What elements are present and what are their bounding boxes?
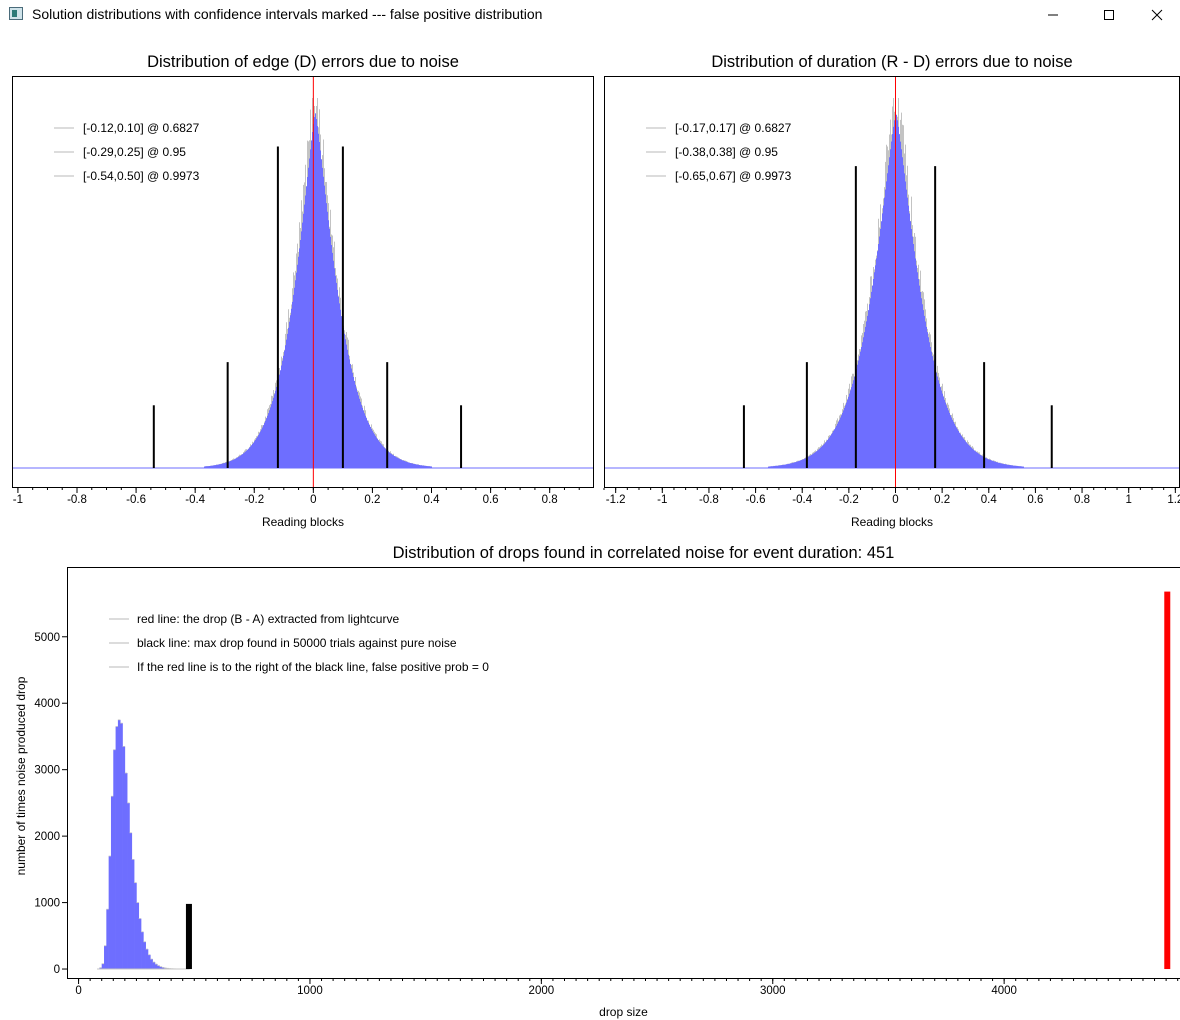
x-tick-label: -1.2 bbox=[606, 494, 626, 506]
histogram-bar bbox=[124, 773, 128, 970]
legend-entry: red line: the drop (B - A) extracted fro… bbox=[137, 612, 399, 626]
histogram-bar bbox=[99, 967, 103, 970]
histogram-bar bbox=[161, 967, 165, 970]
legend-entry: [-0.38,0.38] @ 0.95 bbox=[675, 145, 778, 159]
histogram-bar bbox=[157, 965, 160, 970]
histogram-bar bbox=[147, 954, 151, 970]
x-tick-label: 0.8 bbox=[542, 494, 558, 506]
histogram-bar bbox=[154, 964, 158, 970]
histogram-bar bbox=[106, 909, 109, 970]
chart-title: Distribution of duration (R - D) errors … bbox=[711, 53, 1072, 71]
histogram-bar bbox=[101, 963, 105, 970]
legend-entry: black line: max drop found in 50000 tria… bbox=[137, 636, 457, 650]
x-tick-label: 0 bbox=[75, 985, 81, 997]
y-axis-label: number of times noise produced drop bbox=[14, 676, 28, 875]
title-bar: Solution distributions with confidence i… bbox=[0, 0, 1180, 30]
histogram-bar bbox=[110, 796, 114, 970]
histogram-bar bbox=[150, 959, 153, 970]
histogram-bar bbox=[113, 749, 116, 970]
legend-entry: [-0.29,0.25] @ 0.95 bbox=[83, 145, 186, 159]
x-tick-label: -0.2 bbox=[244, 494, 264, 506]
histogram-bar bbox=[134, 882, 137, 970]
x-tick-label: 0.6 bbox=[1027, 494, 1043, 506]
legend-entry: [-0.12,0.10] @ 0.6827 bbox=[83, 121, 200, 135]
x-tick-label: -1 bbox=[13, 494, 23, 506]
x-tick-label: -1 bbox=[657, 494, 667, 506]
x-tick-label: 0 bbox=[892, 494, 898, 506]
max-noise-drop-line bbox=[185, 903, 192, 970]
maximize-button[interactable] bbox=[1086, 0, 1132, 30]
histogram-bar bbox=[159, 966, 163, 970]
histogram-bar bbox=[117, 719, 121, 970]
x-tick-label: -0.6 bbox=[126, 494, 146, 506]
histogram-bar bbox=[104, 945, 107, 970]
x-axis-label: Reading blocks bbox=[851, 515, 933, 529]
x-tick-label: 0.6 bbox=[483, 494, 499, 506]
x-axis-label: Reading blocks bbox=[262, 515, 344, 529]
y-tick-label: 3000 bbox=[34, 765, 60, 777]
x-tick-label: 1 bbox=[1125, 494, 1131, 506]
chart-panel-drops: red line: the drop (B - A) extracted fro… bbox=[14, 544, 1180, 1019]
x-tick-label: -0.2 bbox=[839, 494, 859, 506]
x-tick-label: 0.4 bbox=[981, 494, 998, 506]
x-tick-label: -0.4 bbox=[185, 494, 205, 506]
close-button[interactable] bbox=[1134, 0, 1180, 30]
histogram-bar bbox=[164, 967, 167, 970]
histogram-bar bbox=[115, 726, 119, 970]
x-axis-label: drop size bbox=[599, 1005, 648, 1019]
y-tick-label: 1000 bbox=[34, 898, 60, 910]
x-tick-label: -0.8 bbox=[67, 494, 87, 506]
close-icon bbox=[1151, 9, 1163, 21]
x-tick-label: 0.4 bbox=[424, 494, 441, 506]
legend-entry: [-0.54,0.50] @ 0.9973 bbox=[83, 169, 200, 183]
y-tick-label: 2000 bbox=[34, 831, 60, 843]
histogram-bar bbox=[145, 949, 149, 970]
legend-entry: [-0.17,0.17] @ 0.6827 bbox=[675, 121, 792, 135]
histogram-bars bbox=[768, 114, 1024, 468]
plot-frame bbox=[67, 567, 1180, 979]
x-tick-label: 2000 bbox=[529, 985, 555, 997]
minimize-button[interactable] bbox=[1030, 0, 1076, 30]
x-tick-label: 0.2 bbox=[364, 494, 380, 506]
x-tick-label: -0.4 bbox=[792, 494, 812, 506]
chart-panel-0: [-0.12,0.10] @ 0.6827 [-0.29,0.25] @ 0.95… bbox=[12, 53, 594, 529]
x-tick-label: 0.2 bbox=[934, 494, 950, 506]
histogram-bar bbox=[152, 962, 156, 970]
histogram-bar bbox=[108, 856, 112, 970]
histogram-bar bbox=[127, 802, 130, 970]
histogram-bar bbox=[136, 902, 140, 970]
histogram-bar bbox=[138, 918, 142, 970]
x-tick-label: 3000 bbox=[760, 985, 786, 997]
chart-title: Distribution of drops found in correlate… bbox=[393, 544, 895, 562]
histogram-bar bbox=[129, 832, 133, 970]
extracted-drop-line bbox=[1164, 591, 1171, 970]
histogram-bar bbox=[143, 941, 146, 970]
x-tick-label: 4000 bbox=[991, 985, 1017, 997]
window-title: Solution distributions with confidence i… bbox=[32, 6, 543, 22]
x-tick-label: 1.2 bbox=[1167, 494, 1180, 506]
y-tick-label: 0 bbox=[54, 964, 60, 976]
chart-title: Distribution of edge (D) errors due to n… bbox=[147, 53, 459, 71]
histogram-bars bbox=[204, 113, 432, 468]
x-tick-label: -0.6 bbox=[746, 494, 766, 506]
app-window-icon bbox=[9, 7, 23, 20]
maximize-icon bbox=[1104, 10, 1114, 20]
x-tick-label: 0 bbox=[310, 494, 316, 506]
y-tick-label: 5000 bbox=[34, 632, 60, 644]
histogram-bar bbox=[131, 859, 135, 970]
histogram-bar bbox=[120, 723, 123, 970]
x-tick-label: 1000 bbox=[297, 985, 323, 997]
histogram-bar bbox=[122, 746, 126, 970]
x-tick-label: 0.8 bbox=[1074, 494, 1090, 506]
legend-entry: If the red line is to the right of the b… bbox=[137, 660, 489, 674]
y-tick-label: 4000 bbox=[34, 698, 60, 710]
minimize-icon bbox=[1048, 14, 1058, 16]
chart-panel-1: [-0.17,0.17] @ 0.6827 [-0.38,0.38] @ 0.95… bbox=[603, 53, 1180, 529]
legend-entry: [-0.65,0.67] @ 0.9973 bbox=[675, 169, 792, 183]
x-tick-label: -0.8 bbox=[699, 494, 719, 506]
histogram-bar bbox=[141, 931, 144, 970]
